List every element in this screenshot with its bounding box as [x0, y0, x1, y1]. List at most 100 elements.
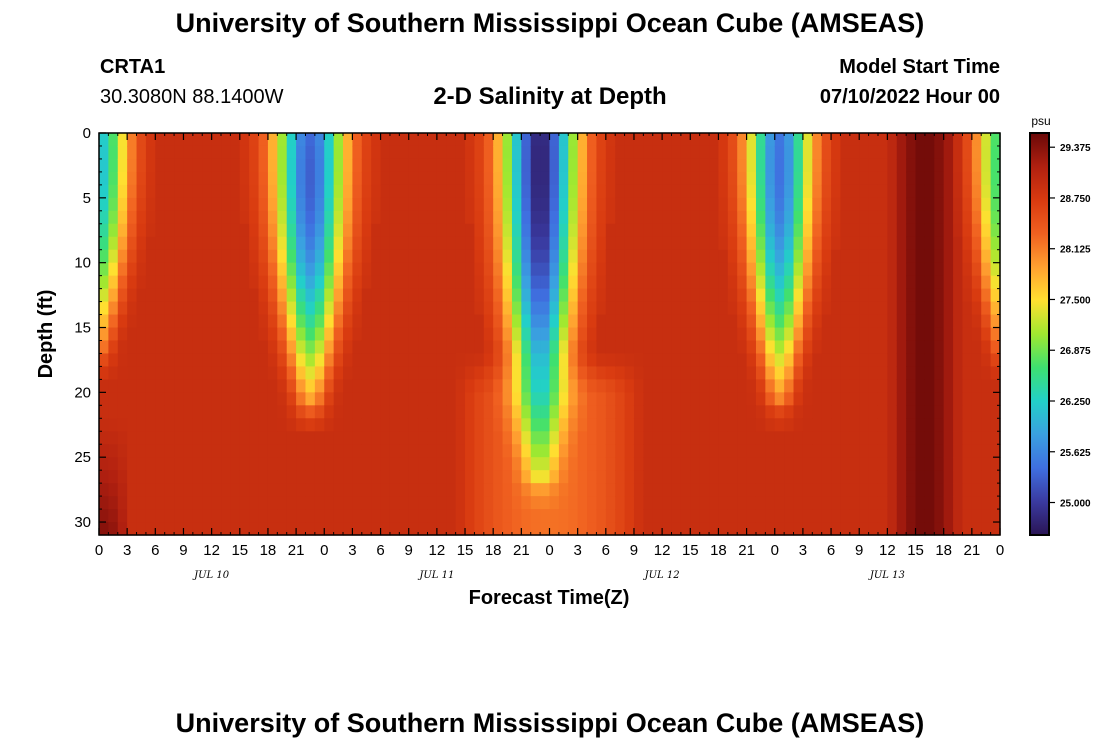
heatmap-cell	[249, 509, 260, 523]
heatmap-cell	[108, 353, 119, 368]
heatmap-cell	[371, 288, 382, 303]
x-tick-label: 6	[602, 542, 610, 559]
heatmap-cell	[587, 133, 598, 147]
heatmap-cell	[990, 171, 1001, 186]
heatmap-cell	[887, 522, 898, 536]
heatmap-cell	[267, 145, 278, 160]
heatmap-cell	[267, 210, 278, 225]
heatmap-cell	[258, 197, 269, 212]
heatmap-cell	[380, 223, 391, 238]
heatmap-cell	[333, 509, 344, 523]
heatmap-cell	[615, 133, 626, 147]
heatmap-cell	[117, 392, 128, 406]
heatmap-cell	[239, 197, 250, 212]
heatmap-cell	[540, 171, 551, 186]
heatmap-cell	[765, 457, 776, 471]
heatmap-cell	[239, 522, 250, 536]
heatmap-cell	[230, 301, 241, 316]
heatmap-cell	[502, 392, 513, 406]
heatmap-cell	[211, 431, 222, 445]
heatmap-cell	[267, 301, 278, 316]
heatmap-cell	[296, 392, 307, 406]
heatmap-cell	[962, 145, 973, 160]
heatmap-cell	[418, 418, 429, 432]
heatmap-cell	[277, 327, 288, 342]
y-tick-label: 20	[74, 384, 91, 401]
heatmap-cell	[117, 223, 128, 238]
heatmap-cell	[662, 262, 673, 277]
heatmap-cell	[427, 340, 438, 355]
heatmap-cell	[343, 444, 354, 458]
heatmap-cell	[784, 327, 795, 342]
heatmap-cell	[624, 483, 635, 497]
heatmap-cell	[680, 133, 691, 147]
heatmap-cell	[277, 379, 288, 393]
heatmap-cell	[549, 509, 560, 523]
heatmap-cell	[633, 444, 644, 458]
heatmap-cell	[896, 444, 907, 458]
heatmap-cell	[465, 522, 476, 536]
heatmap-cell	[333, 457, 344, 471]
heatmap-cell	[877, 418, 888, 432]
heatmap-cell	[859, 158, 870, 173]
heatmap-cell	[192, 353, 203, 368]
heatmap-cell	[896, 184, 907, 199]
heatmap-cell	[915, 509, 926, 523]
heatmap-cell	[418, 353, 429, 368]
heatmap-cell	[408, 145, 419, 160]
heatmap-cell	[990, 496, 1001, 510]
heatmap-cell	[267, 314, 278, 329]
heatmap-cell	[596, 171, 607, 186]
heatmap-cell	[540, 431, 551, 445]
day-label: JUL 12	[643, 570, 680, 581]
heatmap-cell	[249, 483, 260, 497]
heatmap-cell	[108, 483, 119, 497]
heatmap-cell	[859, 145, 870, 160]
heatmap-cell	[99, 145, 109, 160]
heatmap-cell	[155, 184, 166, 199]
heatmap-cell	[906, 340, 917, 355]
heatmap-cell	[868, 379, 879, 393]
heatmap-cell	[587, 223, 598, 238]
heatmap-cell	[239, 366, 250, 380]
heatmap-cell	[868, 288, 879, 303]
heatmap-cell	[277, 431, 288, 445]
heatmap-cell	[802, 197, 813, 212]
heatmap-cell	[164, 197, 175, 212]
heatmap-cell	[821, 327, 832, 342]
heatmap-cell	[859, 171, 870, 186]
heatmap-cell	[549, 197, 560, 212]
heatmap-cell	[924, 249, 935, 264]
heatmap-cell	[793, 496, 804, 510]
heatmap-cell	[577, 405, 588, 419]
heatmap-cell	[953, 431, 964, 445]
heatmap-cell	[427, 353, 438, 368]
heatmap-cell	[709, 314, 720, 329]
heatmap-cell	[605, 275, 616, 290]
heatmap-cell	[774, 444, 785, 458]
heatmap-cell	[784, 431, 795, 445]
heatmap-cell	[418, 470, 429, 484]
heatmap-cell	[155, 236, 166, 251]
heatmap-cell	[755, 236, 766, 251]
heatmap-cell	[286, 496, 297, 510]
heatmap-cell	[577, 470, 588, 484]
heatmap-cell	[371, 496, 382, 510]
heatmap-cell	[296, 340, 307, 355]
heatmap-cell	[380, 444, 391, 458]
heatmap-cell	[981, 158, 992, 173]
heatmap-cell	[727, 133, 738, 147]
heatmap-cell	[887, 340, 898, 355]
heatmap-cell	[305, 171, 316, 186]
heatmap-cell	[436, 197, 447, 212]
heatmap-cell	[906, 496, 917, 510]
heatmap-cell	[117, 145, 128, 160]
heatmap-cell	[408, 275, 419, 290]
heatmap-cell	[399, 366, 410, 380]
heatmap-cell	[624, 171, 635, 186]
heatmap-cell	[662, 457, 673, 471]
heatmap-cell	[418, 392, 429, 406]
heatmap-cell	[99, 353, 109, 368]
heatmap-cell	[127, 366, 138, 380]
heatmap-cell	[605, 444, 616, 458]
